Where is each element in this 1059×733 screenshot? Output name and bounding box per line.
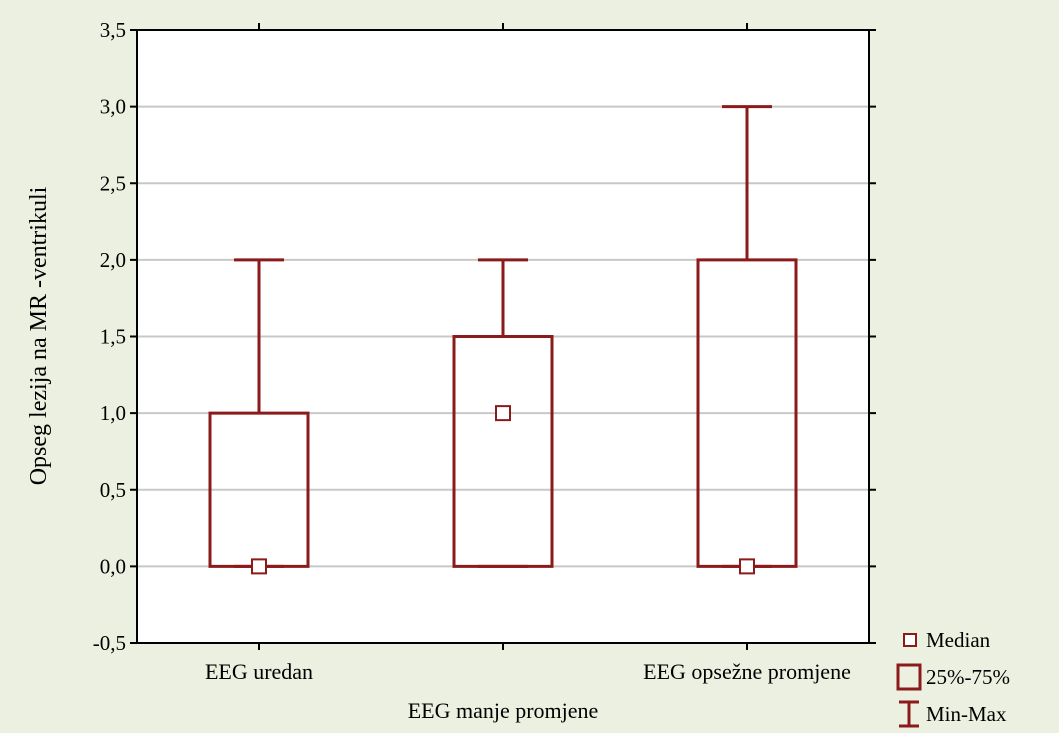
iqr-box (452, 335, 554, 568)
box-group (696, 105, 798, 575)
y-tick-label: 1,0 (100, 401, 126, 425)
x-category-label: EEG opsežne promjene (643, 659, 851, 684)
legend-median-symbol (903, 633, 917, 647)
median-marker (739, 558, 755, 575)
median-marker (251, 558, 267, 575)
y-axis: -0,5 0,0 0,5 1,0 1,5 2,0 2,5 3,0 3,5 (93, 18, 876, 655)
box-group (452, 258, 554, 568)
y-tick-label: 0,0 (100, 554, 126, 578)
y-tick-label: -0,5 (93, 631, 126, 655)
legend-box-symbol (896, 663, 922, 691)
x-category-label: EEG uredan (205, 659, 313, 684)
y-tick-label: 3,0 (100, 95, 126, 119)
x-axis: EEG uredan EEG manje promjene EEG opsežne … (205, 23, 851, 723)
legend-label-median: Median (926, 628, 991, 652)
y-tick-label: 3,5 (100, 18, 126, 42)
y-axis-title: Opseg lezija na MR -ventrikuli (26, 186, 52, 485)
legend-label-whisker: Min-Max (926, 702, 1007, 726)
y-tick-label: 2,0 (100, 248, 126, 272)
box-group (208, 258, 310, 575)
y-tick-label: 2,5 (100, 171, 126, 195)
legend-label-box: 25%-75% (926, 665, 1010, 689)
y-tick-label: 0,5 (100, 478, 126, 502)
y-tick-label: 1,5 (100, 325, 126, 349)
boxes (208, 105, 798, 575)
x-category-label: EEG manje promjene (408, 698, 599, 723)
legend: Median 25%-75% Min-Max (896, 628, 1010, 728)
median-marker (495, 405, 511, 422)
